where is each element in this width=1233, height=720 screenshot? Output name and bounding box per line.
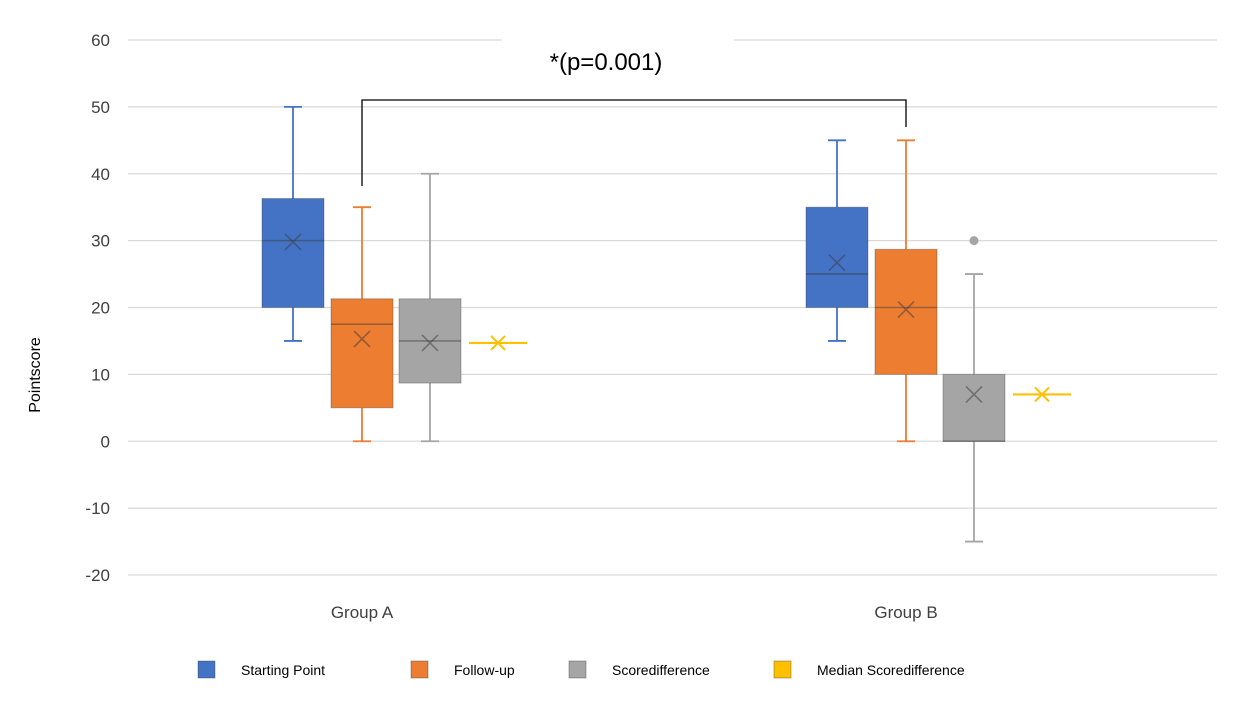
mean-marker (897, 300, 915, 319)
median-scoredifference-marker (490, 335, 506, 351)
bracket-line (361, 99, 907, 186)
box-0-1 (805, 139, 869, 342)
y-axis-ticks: 60 50 40 30 20 10 0 -10 -20 (85, 31, 110, 585)
median-scoredifference-0 (469, 335, 527, 351)
y-tick-label: -10 (85, 499, 110, 518)
iqr-box (874, 248, 938, 375)
legend-item: Starting Point (197, 660, 325, 679)
outlier-point (969, 236, 979, 246)
annotation-background (502, 36, 734, 96)
mean-marker (421, 334, 439, 352)
box-1-0 (330, 206, 394, 443)
y-tick-label: 50 (91, 98, 110, 117)
y-tick-label: -20 (85, 566, 110, 585)
legend-swatch (197, 660, 216, 679)
iqr-box (942, 373, 1006, 442)
median-scoredifference-1 (1013, 386, 1071, 403)
y-tick-label: 10 (91, 365, 110, 384)
y-axis-label: Pointscore (27, 337, 44, 413)
legend-item: Follow-up (410, 660, 515, 679)
legend-label: Follow-up (454, 662, 515, 678)
mean-marker (828, 254, 846, 272)
legend-item: Median Scoredifference (773, 660, 965, 679)
category-label: Group A (331, 603, 394, 622)
iqr-box (398, 298, 462, 384)
legend-swatch (773, 660, 792, 679)
category-label: Group B (874, 603, 937, 622)
mean-marker (353, 330, 371, 348)
mean-marker (965, 385, 983, 404)
iqr-box (330, 298, 394, 409)
legend-label: Scoredifference (612, 662, 710, 678)
legend-swatch (568, 660, 587, 679)
box-0-0 (261, 105, 325, 342)
significance-annotation: *(p=0.001) (550, 49, 663, 76)
median-scoredifference-marker (1034, 386, 1050, 403)
y-tick-label: 60 (91, 31, 110, 50)
y-tick-label: 40 (91, 165, 110, 184)
legend: Starting Point Follow-up Scoredifference Me… (197, 660, 965, 679)
legend-swatch (410, 660, 429, 679)
legend-label: Median Scoredifference (817, 662, 965, 678)
box-2-0 (398, 172, 462, 443)
iqr-box (261, 197, 325, 308)
y-tick-label: 30 (91, 232, 110, 251)
x-axis-categories: Group A Group B (331, 603, 938, 622)
significance-bracket: *(p=0.001) (361, 36, 907, 186)
y-tick-label: 0 (101, 432, 110, 451)
box-2-1 (942, 236, 1006, 543)
iqr-box (805, 206, 869, 308)
legend-label: Starting Point (241, 662, 325, 678)
box-1-1 (874, 139, 938, 443)
legend-item: Scoredifference (568, 660, 710, 679)
box-series (261, 105, 1071, 543)
y-tick-label: 20 (91, 299, 110, 318)
mean-marker (284, 233, 302, 251)
